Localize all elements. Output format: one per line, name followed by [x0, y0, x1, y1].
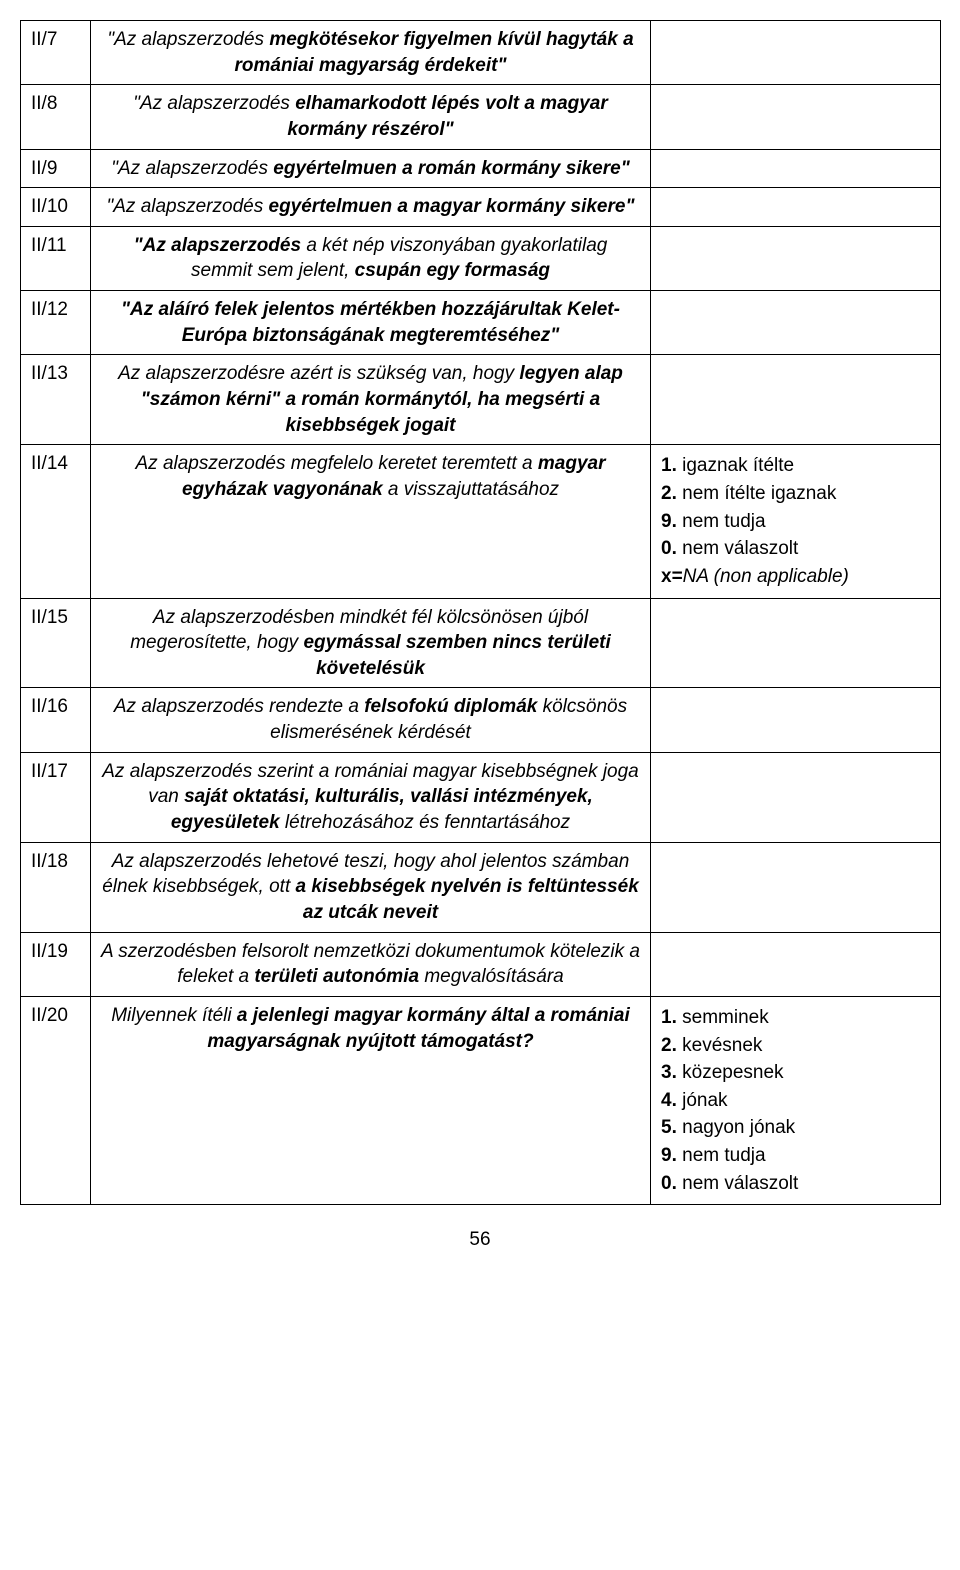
table-row: II/7"Az alapszerzodés megkötésekor figye…	[21, 21, 941, 85]
row-code: II/11	[21, 226, 91, 290]
page-number: 56	[20, 1229, 940, 1251]
row-options: 1. semminek2. kevésnek3. közepesnek4. jó…	[651, 996, 941, 1204]
row-description: "Az alapszerzodés egyértelmuen a magyar …	[91, 188, 651, 227]
row-description: Az alapszerzodés megfelelo keretet terem…	[91, 445, 651, 598]
row-description: "Az alapszerzodés egyértelmuen a román k…	[91, 149, 651, 188]
survey-table: II/7"Az alapszerzodés megkötésekor figye…	[20, 20, 941, 1205]
row-description: "Az aláíró felek jelentos mértékben hozz…	[91, 291, 651, 355]
table-row: II/16Az alapszerzodés rendezte a felsofo…	[21, 688, 941, 752]
row-options	[651, 291, 941, 355]
row-description: "Az alapszerzodés megkötésekor figyelmen…	[91, 21, 651, 85]
table-row: II/8"Az alapszerzodés elhamarkodott lépé…	[21, 85, 941, 149]
table-row: II/13Az alapszerzodésre azért is szükség…	[21, 355, 941, 445]
table-row: II/14Az alapszerzodés megfelelo keretet …	[21, 445, 941, 598]
row-code: II/13	[21, 355, 91, 445]
row-description: Az alapszerzodésre azért is szükség van,…	[91, 355, 651, 445]
row-options: 1. igaznak ítélte2. nem ítélte igaznak9.…	[651, 445, 941, 598]
row-options	[651, 21, 941, 85]
row-description: Az alapszerzodés szerint a romániai magy…	[91, 752, 651, 842]
table-row: II/18Az alapszerzodés lehetové teszi, ho…	[21, 842, 941, 932]
table-row: II/19A szerzodésben felsorolt nemzetközi…	[21, 932, 941, 996]
row-options	[651, 752, 941, 842]
table-row: II/17Az alapszerzodés szerint a romániai…	[21, 752, 941, 842]
row-code: II/18	[21, 842, 91, 932]
row-code: II/20	[21, 996, 91, 1204]
row-code: II/15	[21, 598, 91, 688]
row-code: II/14	[21, 445, 91, 598]
row-description: Az alapszerzodés lehetové teszi, hogy ah…	[91, 842, 651, 932]
row-code: II/12	[21, 291, 91, 355]
row-description: Az alapszerzodés rendezte a felsofokú di…	[91, 688, 651, 752]
table-row: II/11"Az alapszerzodés a két nép viszony…	[21, 226, 941, 290]
table-row: II/10"Az alapszerzodés egyértelmuen a ma…	[21, 188, 941, 227]
table-row: II/15Az alapszerzodésben mindkét fél köl…	[21, 598, 941, 688]
row-options	[651, 85, 941, 149]
row-code: II/9	[21, 149, 91, 188]
row-options	[651, 188, 941, 227]
row-code: II/10	[21, 188, 91, 227]
row-code: II/17	[21, 752, 91, 842]
row-description: "Az alapszerzodés a két nép viszonyában …	[91, 226, 651, 290]
table-row: II/12"Az aláíró felek jelentos mértékben…	[21, 291, 941, 355]
row-code: II/8	[21, 85, 91, 149]
row-code: II/19	[21, 932, 91, 996]
row-options	[651, 688, 941, 752]
row-description: Az alapszerzodésben mindkét fél kölcsönö…	[91, 598, 651, 688]
row-description: "Az alapszerzodés elhamarkodott lépés vo…	[91, 85, 651, 149]
row-description: A szerzodésben felsorolt nemzetközi doku…	[91, 932, 651, 996]
row-options	[651, 226, 941, 290]
row-code: II/7	[21, 21, 91, 85]
row-description: Milyennek ítéli a jelenlegi magyar kormá…	[91, 996, 651, 1204]
table-row: II/20Milyennek ítéli a jelenlegi magyar …	[21, 996, 941, 1204]
row-options	[651, 149, 941, 188]
row-options	[651, 355, 941, 445]
table-row: II/9"Az alapszerzodés egyértelmuen a rom…	[21, 149, 941, 188]
row-options	[651, 842, 941, 932]
row-code: II/16	[21, 688, 91, 752]
row-options	[651, 598, 941, 688]
row-options	[651, 932, 941, 996]
